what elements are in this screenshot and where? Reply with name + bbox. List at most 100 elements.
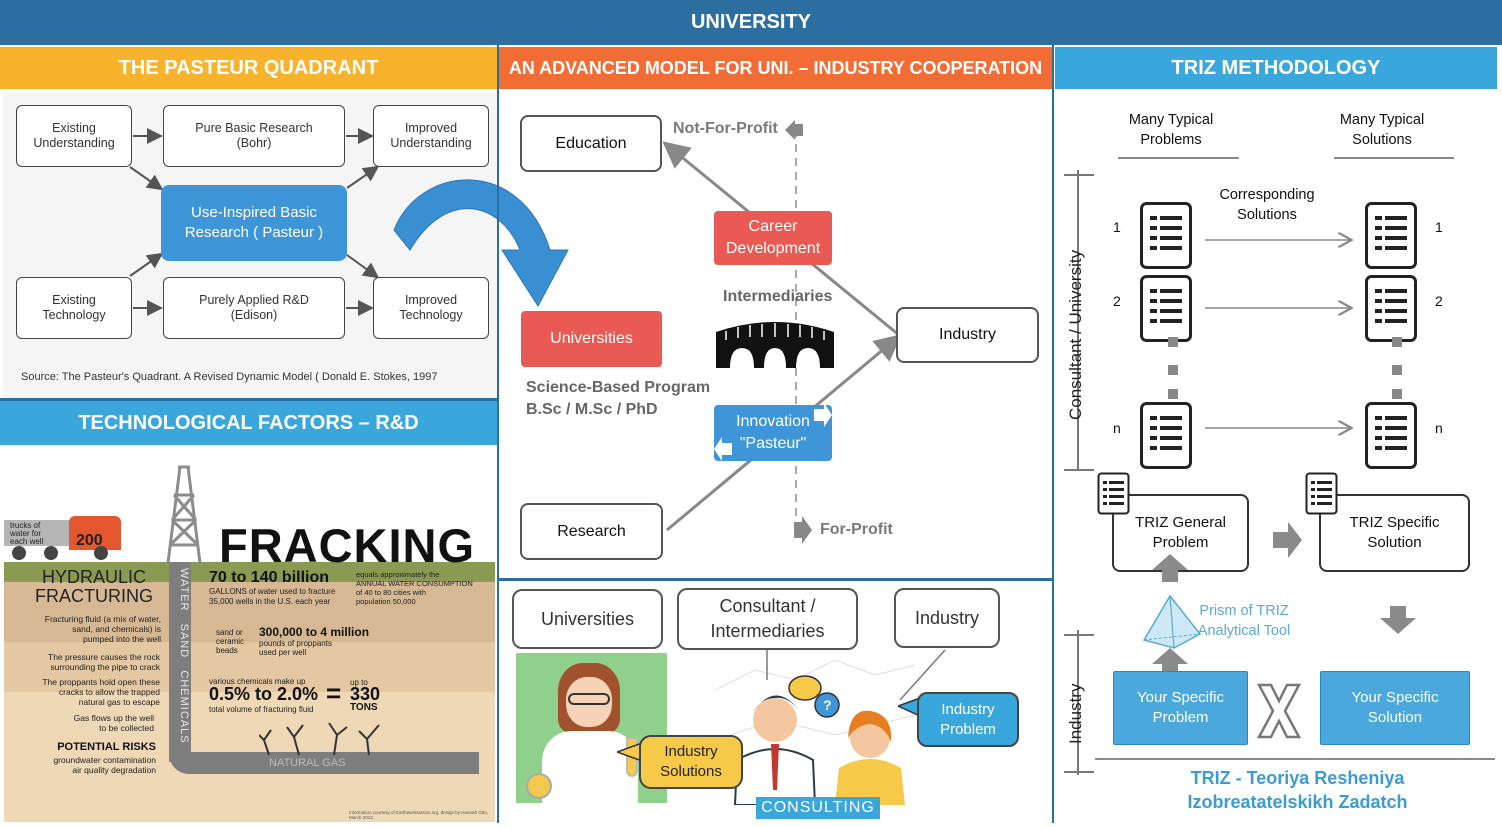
small-doc-right-icon [1305, 472, 1338, 515]
tech-title: TECHNOLOGICAL FACTORS – R&D [78, 411, 419, 434]
arrow-down-from-specific [1380, 606, 1416, 634]
percent-desc: total volume of fracturing fluid [209, 705, 314, 714]
intermediaries-label: Intermediaries [723, 288, 833, 305]
num-n-right: n [1435, 420, 1443, 436]
page-header: UNIVERSITY [0, 0, 1502, 45]
million-value: 300,000 to 4 million [259, 625, 370, 639]
fluid-desc: Fracturing fluid (a mix of water, sand, … [44, 614, 161, 644]
innovation-box [714, 405, 832, 461]
innovation-label: Innovation "Pasteur" [736, 413, 810, 452]
bridge-icon [716, 322, 834, 368]
your-problem-box: Your Specific Problem [1113, 671, 1248, 745]
no-direct-path-icon [1256, 683, 1302, 739]
not-for-profit-arrow-icon [785, 120, 803, 140]
num-n-left: n [1113, 420, 1121, 436]
equals-desc: equals approximately the ANNUAL WATER CO… [356, 570, 473, 606]
arrow-et-ui [129, 252, 164, 277]
industry-box: Industry [896, 307, 1039, 363]
arrow-eu-ui [129, 166, 164, 191]
research-label: Research [557, 522, 626, 540]
education-label: Education [555, 134, 627, 152]
existing-technology-box: Existing Technology [16, 277, 132, 339]
not-for-profit-label: Not-For-Profit [673, 120, 778, 137]
consulting-label: CONSULTING [761, 799, 875, 816]
triz-footer: TRIZ - Teoriya Resheniya Izobreatatelski… [1187, 768, 1408, 812]
million-desc: pounds of proppants used per well [259, 639, 332, 657]
triz-axis [1064, 170, 1094, 775]
svg-text:?: ? [823, 697, 832, 713]
arrow-ui-it [346, 254, 380, 279]
pure-basic-label: Pure Basic Research (Bohr) [195, 121, 313, 150]
research-box: Research [520, 503, 663, 560]
well-pipe-label: WATER SAND CHEMICALS [178, 568, 190, 744]
arrow-right-general-specific [1273, 522, 1302, 558]
truck-wheel-2 [44, 546, 58, 560]
career-development-box: Career Development [714, 211, 832, 265]
credit: Information courtesy of Earthworksaction… [349, 810, 489, 820]
page-title: UNIVERSITY [690, 11, 812, 33]
improved-technology-box: Improved Technology [373, 277, 489, 339]
proppants-small: sand or ceramic beads [216, 628, 245, 655]
chem-intro: various chemicals make up [209, 677, 306, 686]
triz-general-problem-label: TRIZ General Problem [1135, 514, 1226, 551]
scientist-glasses [568, 693, 610, 705]
existing-understanding-label: Existing Understanding [33, 121, 115, 150]
industry-solutions-label: Industry Solutions [660, 743, 722, 780]
many-solutions-label: Many Typical Solutions [1339, 112, 1425, 148]
truck-trailer [4, 520, 69, 546]
upto-label: up to [350, 678, 368, 687]
proppants-desc: The proppants hold open these cracks to … [42, 677, 160, 707]
truck-label: trucks of water for each well [10, 521, 44, 546]
triz-specific-solution-label: TRIZ Specific Solution [1349, 514, 1440, 551]
well-pipe-horizontal [169, 752, 479, 774]
truck-wheel-1 [12, 546, 26, 560]
truck-cab [69, 516, 121, 550]
use-inspired-research-box: Use-Inspired Basic Research ( Pasteur ) [161, 185, 347, 261]
pasteur-banner: THE PASTEUR QUADRANT [0, 47, 497, 89]
prism-label: Prism of TRIZ Analytical Tool [1197, 603, 1291, 639]
swap-arrows-icon [714, 405, 832, 461]
corresponding-label: Corresponding Solutions [1219, 187, 1315, 223]
truck-count: 200 [76, 532, 103, 549]
triz-title: TRIZ METHODOLOGY [1171, 56, 1381, 79]
separator-pasteur-tech [0, 398, 497, 401]
your-solution-label: Your Specific Solution [1351, 689, 1439, 726]
your-problem-label: Your Specific Problem [1137, 689, 1224, 726]
education-box: Education [520, 115, 662, 172]
consult-industry-label: Industry [914, 607, 980, 628]
model-divider [499, 578, 1052, 581]
pointer-industry [899, 649, 946, 701]
improved-understanding-label: Improved Understanding [390, 121, 472, 150]
improved-technology-label: Improved Technology [399, 293, 463, 322]
universities-box: Universities [521, 311, 662, 367]
arrow-up-to-general [1152, 554, 1188, 582]
consult-consultant-box: Consultant / Intermediaries [677, 588, 858, 650]
purely-applied-box: Purely Applied R&D (Edison) [163, 277, 345, 339]
triz-flow-arrows [1152, 522, 1416, 676]
arrow-ui-iu [346, 165, 380, 189]
small-doc-left-icon [1097, 472, 1130, 515]
hydraulic-title: HYDRAULIC FRACTURING [35, 567, 153, 606]
drilling-rig-icon [166, 465, 202, 564]
pressure-desc: The pressure causes the rock surrounding… [48, 652, 160, 672]
consultant-axis-label: Consultant / University [1066, 249, 1085, 420]
billion-desc: GALLONS of water used to fracture 35,000… [209, 587, 336, 606]
many-problems-underline [1118, 157, 1239, 159]
num-2-right: 2 [1435, 293, 1443, 309]
percent-value: 0.5% to 2.0% [209, 684, 319, 704]
gas-desc: Gas flows up the well to be collected [73, 713, 154, 733]
risks-title: POTENTIAL RISKS [57, 741, 156, 753]
soil-layer-1 [4, 582, 495, 642]
curved-arrow-icon [393, 179, 569, 307]
science-program-label: Science-Based Program B.Sc / M.Sc / PhD [526, 379, 711, 418]
consult-consultant-label: Consultant / Intermediaries [710, 596, 825, 641]
separator-left [497, 45, 499, 823]
tons-value: 330 [350, 684, 381, 704]
pure-basic-research-box: Pure Basic Research (Bohr) [163, 105, 345, 167]
industry-problem-label: Industry Problem [940, 700, 996, 738]
pasteur-title: THE PASTEUR QUADRANT [118, 56, 379, 79]
prism-icon [1142, 594, 1202, 649]
consult-industry-box: Industry [894, 588, 1000, 648]
your-solution-box: Your Specific Solution [1320, 671, 1470, 745]
num-1-left: 1 [1113, 219, 1121, 235]
